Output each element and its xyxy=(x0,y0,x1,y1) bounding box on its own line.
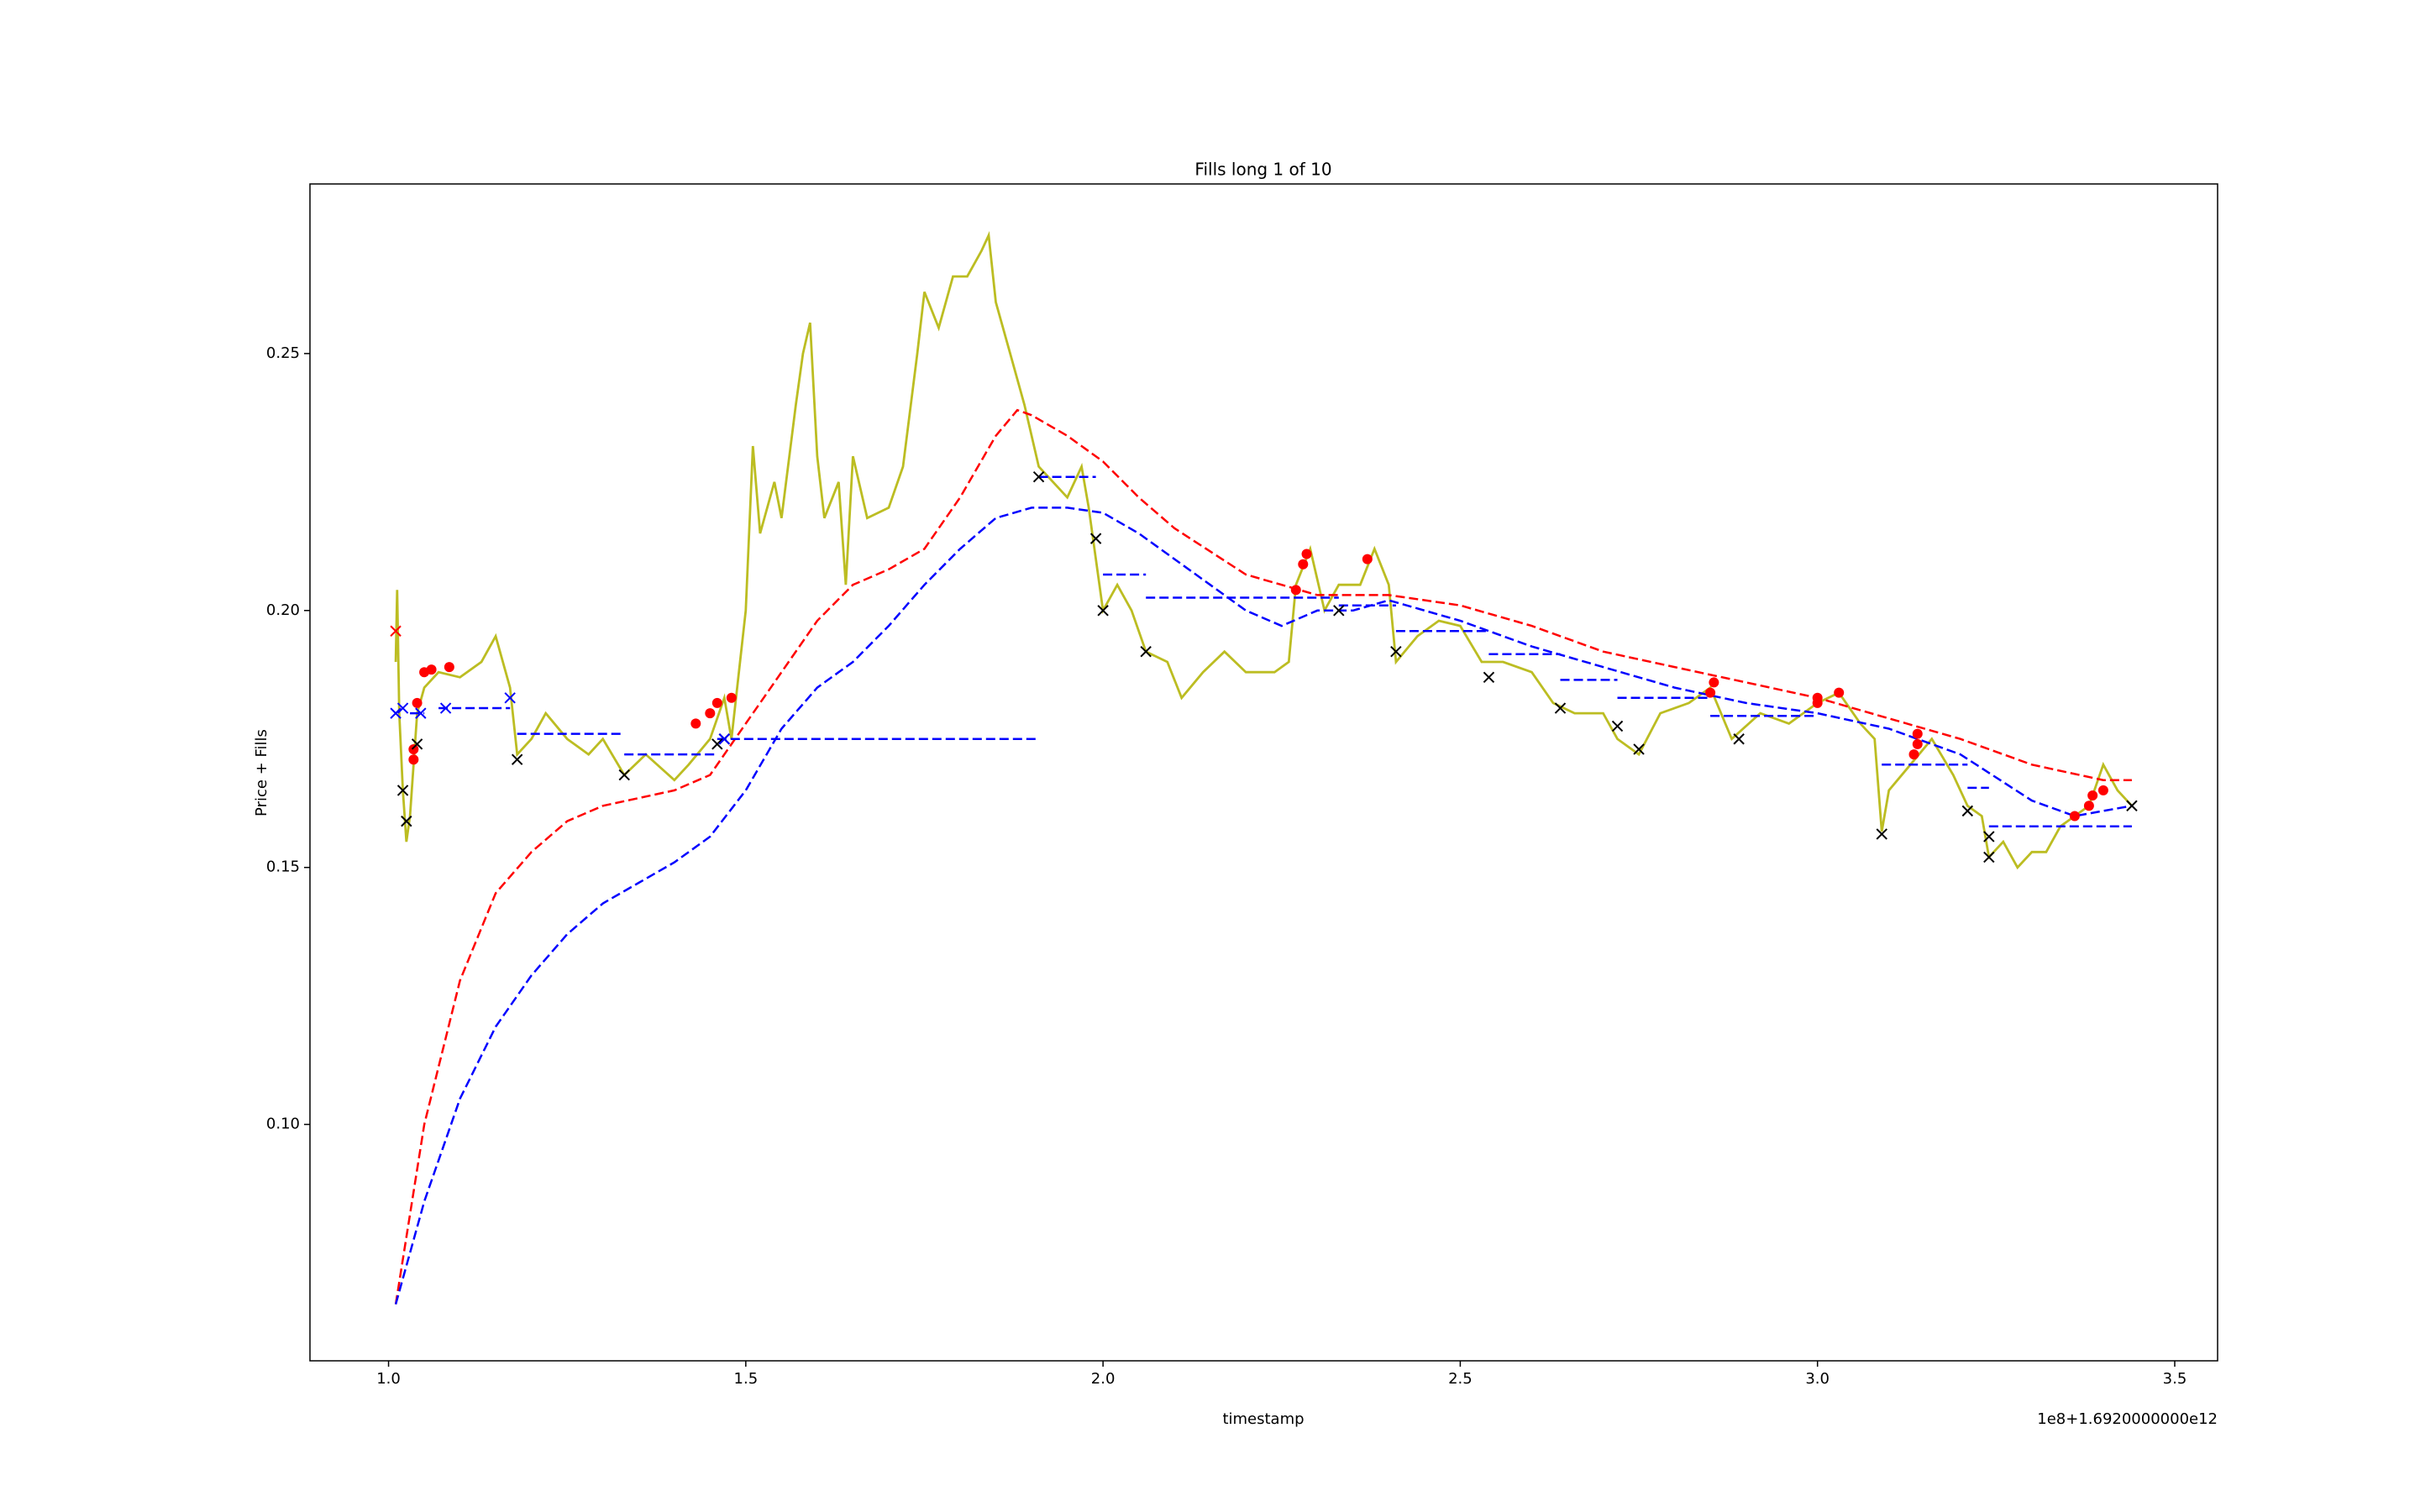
y-tick-label: 0.25 xyxy=(266,344,300,362)
dashed-line xyxy=(410,475,2132,827)
plot-frame xyxy=(309,183,2218,1362)
x-marker xyxy=(1983,831,1995,843)
x-marker xyxy=(1876,828,1887,840)
fill-marker xyxy=(1908,749,1919,760)
x-marker xyxy=(439,702,452,714)
x-marker xyxy=(415,707,427,719)
y-tick-label: 0.20 xyxy=(266,601,300,619)
x-marker xyxy=(511,753,523,765)
fill-marker xyxy=(690,718,701,729)
x-marker xyxy=(1554,702,1567,714)
fill-marker xyxy=(412,697,423,708)
fill-marker xyxy=(426,664,437,675)
x-marker xyxy=(1983,851,1995,864)
fill-marker xyxy=(705,708,716,719)
fill-marker xyxy=(1705,687,1716,698)
dashed-line xyxy=(394,408,2132,1305)
x-marker xyxy=(504,692,516,704)
x-tick-label: 2.5 xyxy=(1448,1370,1473,1388)
x-marker xyxy=(1961,805,1974,817)
dashed-line xyxy=(394,507,2133,1305)
x-marker xyxy=(711,738,723,750)
fill-marker xyxy=(1912,728,1923,739)
x-marker xyxy=(2126,800,2138,811)
fill-marker xyxy=(408,754,419,765)
x-marker xyxy=(1633,743,1645,755)
x-marker xyxy=(390,625,402,637)
chart-title: Fills long 1 of 10 xyxy=(1194,160,1331,180)
x-axis-label: timestamp xyxy=(1222,1410,1304,1428)
fill-marker xyxy=(1709,677,1719,688)
fill-marker xyxy=(2083,801,2094,811)
x-marker xyxy=(718,733,731,745)
x-marker xyxy=(1390,646,1402,658)
x-marker xyxy=(411,738,423,750)
fill-marker xyxy=(444,662,454,673)
fill-marker xyxy=(1298,559,1309,570)
y-tick-label: 0.10 xyxy=(266,1116,300,1133)
x-marker xyxy=(618,769,630,781)
fill-marker xyxy=(1812,692,1823,703)
fill-marker xyxy=(408,743,419,754)
fill-marker xyxy=(2087,790,2098,801)
fill-marker xyxy=(711,697,722,708)
fill-marker xyxy=(2069,811,2080,822)
x-marker xyxy=(1097,605,1109,617)
fill-marker xyxy=(1290,585,1301,596)
fill-marker xyxy=(2097,785,2108,795)
x-tick-label: 3.5 xyxy=(2163,1370,2187,1388)
x-tick-label: 2.0 xyxy=(1091,1370,1116,1388)
y-tick-label: 0.15 xyxy=(266,858,300,876)
x-marker xyxy=(1032,471,1045,483)
fill-marker xyxy=(1834,687,1845,698)
x-marker xyxy=(1333,605,1345,617)
fill-marker xyxy=(726,692,737,703)
x-marker xyxy=(401,815,412,827)
x-tick-label: 1.0 xyxy=(376,1370,401,1388)
x-marker xyxy=(396,785,409,796)
fill-marker xyxy=(1301,549,1312,559)
fill-marker xyxy=(1362,554,1373,564)
fill-marker xyxy=(1912,738,1923,749)
x-marker xyxy=(1483,671,1495,684)
x-marker xyxy=(390,707,402,719)
x-marker xyxy=(1733,733,1745,745)
x-marker xyxy=(1140,646,1152,658)
x-tick-label: 3.0 xyxy=(1805,1370,1830,1388)
x-offset-label: 1e8+1.6920000000e12 xyxy=(2037,1410,2218,1428)
x-marker xyxy=(1089,533,1102,544)
x-marker xyxy=(396,702,409,714)
y-axis-label: Price + Fills xyxy=(253,729,270,816)
x-tick-label: 1.5 xyxy=(734,1370,759,1388)
x-marker xyxy=(1611,720,1624,732)
